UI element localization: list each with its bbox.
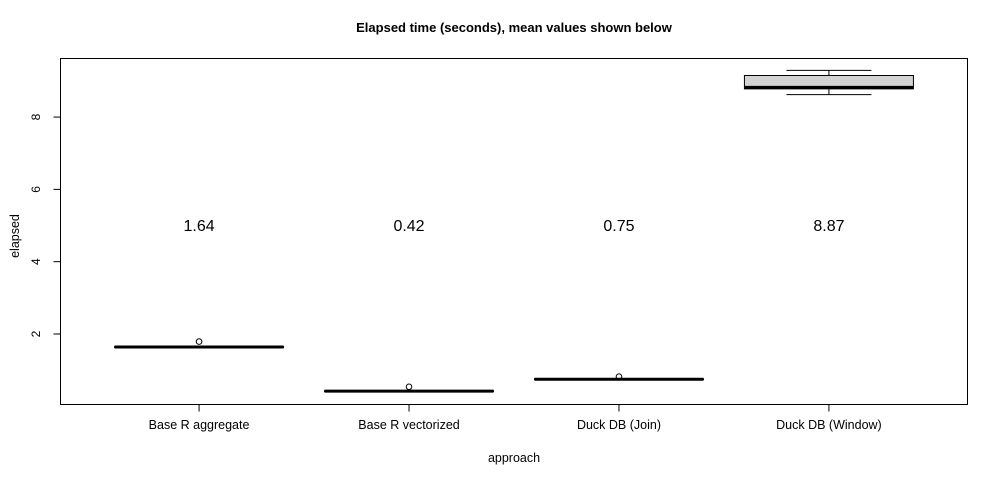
mean-value-label: 0.42 (393, 218, 424, 235)
y-tick-label: 2 (29, 330, 43, 337)
y-tick-label: 6 (29, 186, 43, 193)
outlier-point (195, 338, 203, 345)
chart-title: Elapsed time (seconds), mean values show… (356, 20, 672, 35)
mean-value-label: 8.87 (813, 218, 844, 235)
plot-frame (60, 58, 968, 405)
outlier-point (405, 383, 413, 391)
mean-value-label: 0.75 (603, 218, 634, 235)
x-category-label: Duck DB (Join) (577, 418, 661, 432)
y-tick-label: 8 (29, 113, 43, 120)
outlier-point (615, 373, 623, 380)
y-tick-label: 4 (29, 258, 43, 265)
x-category-label: Base R vectorized (358, 418, 459, 432)
x-category-label: Duck DB (Window) (776, 418, 882, 432)
x-axis-label: approach (487, 451, 541, 465)
y-axis-label: elapsed (8, 214, 22, 258)
x-category-label: Base R aggregate (149, 418, 250, 432)
mean-value-label: 1.64 (183, 218, 214, 235)
